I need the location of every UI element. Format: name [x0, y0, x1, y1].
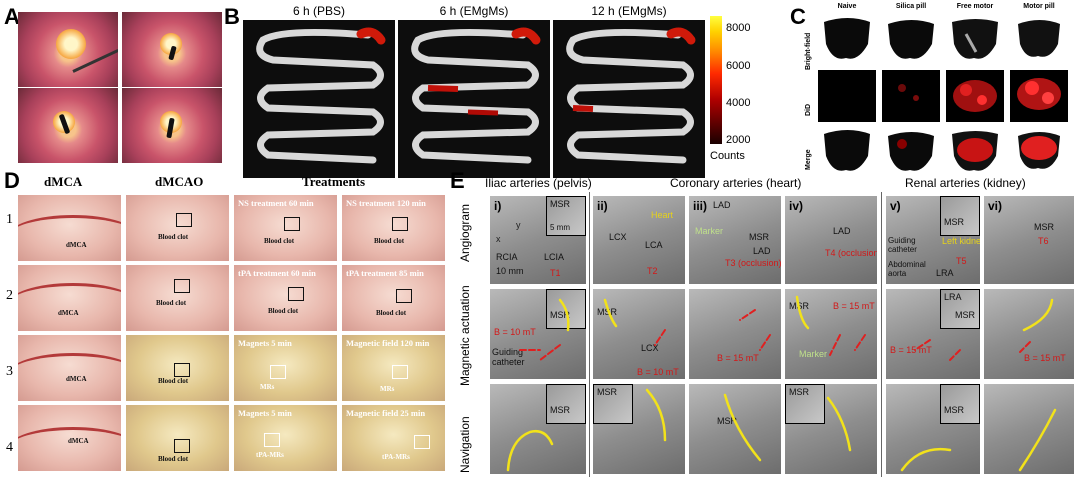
angiogram-iii: iii) LAD Marker MSR LAD T3 (occlusion): [689, 196, 781, 284]
navigation-i: MSR: [490, 384, 586, 474]
colorbar-tick-8000: 8000: [726, 22, 751, 34]
angiogram-v: v) MSR Guiding catheter Left kidney T5 A…: [886, 196, 980, 284]
colorbar-unit: Counts: [710, 150, 745, 162]
tissue-merge-motor-pill: [1010, 126, 1068, 178]
dmca-image-2: dMCA: [18, 265, 121, 331]
panel-c-row-did: DiD: [805, 103, 812, 116]
panel-b-title-1: 6 h (PBS): [292, 4, 346, 18]
panel-e-row-navigation: Navigation: [458, 416, 472, 473]
tissue-brightfield-silica: [882, 14, 940, 66]
tissue-merge-silica: [882, 126, 940, 178]
actuation-iv: MSR B = 15 mT Marker: [785, 289, 877, 379]
tissue-merge-naive: [818, 126, 876, 178]
eye-image-4: [122, 88, 222, 163]
treatment-image-2a: tPA treatment 60 min Blood clot: [234, 265, 337, 331]
panel-e-row-actuation: Magnetic actuation: [458, 285, 472, 386]
panel-c-row-brightfield: Bright-field: [805, 32, 812, 70]
dmcao-image-2: Blood clot: [126, 265, 229, 331]
actuation-v: LRA MSR B = 15 mT: [886, 289, 980, 379]
panel-b-label: B: [224, 4, 240, 29]
navigation-vi: [984, 384, 1074, 474]
intestine-image-emgms-12h: [553, 20, 705, 178]
panel-d-row-4: 4: [6, 440, 13, 455]
eye-image-3: [18, 88, 118, 163]
intestine-image-pbs-6h: [243, 20, 395, 178]
colorbar-tick-6000: 6000: [726, 60, 751, 72]
panel-b-title-2: 6 h (EMgMs): [439, 4, 509, 18]
eye-image-2: [122, 12, 222, 87]
panel-e-row-angiogram: Angiogram: [458, 203, 472, 262]
treatment-image-4a: Magnets 5 min tPA-MRs: [234, 405, 337, 471]
treatment-image-2b: tPA treatment 85 min Blood clot: [342, 265, 445, 331]
panel-c-col-silica: Silica pill: [895, 3, 927, 10]
tissue-did-naive: [818, 70, 876, 122]
panel-c-col-motor-pill: Motor pill: [1023, 3, 1055, 10]
panel-e-separator-1: [589, 192, 590, 477]
panel-b-title-3: 12 h (EMgMs): [591, 4, 667, 18]
colorbar: [710, 16, 722, 144]
panel-d-header-treatments: Treatments: [302, 174, 366, 189]
tissue-did-motor-pill: [1010, 70, 1068, 122]
panel-e-separator-2: [881, 192, 882, 477]
treatment-image-3b: Magnetic field 120 min MRs: [342, 335, 445, 401]
actuation-iii: B = 15 mT: [689, 289, 781, 379]
navigation-iii: MSR: [689, 384, 781, 474]
panel-c-row-merge: Merge: [805, 149, 812, 170]
tissue-did-silica: [882, 70, 940, 122]
dmca-image-4: dMCA: [18, 405, 121, 471]
intestine-image-emgms-6h: [398, 20, 550, 178]
dmca-image-3: dMCA: [18, 335, 121, 401]
panel-d-row-2: 2: [6, 288, 13, 303]
treatment-image-1a: NS treatment 60 min Blood clot: [234, 195, 337, 261]
colorbar-tick-2000: 2000: [726, 134, 751, 146]
dmcao-image-1: Blood clot: [126, 195, 229, 261]
tissue-brightfield-free-motor: [946, 14, 1004, 66]
dmcao-image-3: Blood clot: [126, 335, 229, 401]
panel-d-header-dmcao: dMCAO: [155, 174, 204, 189]
panel-e-label: E: [450, 168, 465, 193]
tissue-brightfield-motor-pill: [1010, 14, 1068, 66]
angiogram-vi: vi) MSR T6: [984, 196, 1074, 284]
navigation-iv: MSR: [785, 384, 877, 474]
panel-e-header-iliac: Iliac arteries (pelvis): [485, 176, 592, 190]
treatment-image-1b: NS treatment 120 min Blood clot: [342, 195, 445, 261]
navigation-ii: MSR: [593, 384, 685, 474]
actuation-vi: B = 15 mT: [984, 289, 1074, 379]
panel-e-header-renal: Renal arteries (kidney): [905, 176, 1026, 190]
angiogram-i: MSR 5 mm i) RCIA LCIA 10 mm T1 x y: [490, 196, 586, 284]
treatment-image-3a: Magnets 5 min MRs: [234, 335, 337, 401]
angiogram-iv: iv) LAD T4 (occlusion): [785, 196, 877, 284]
colorbar-tick-4000: 4000: [726, 97, 751, 109]
tissue-merge-free-motor: [946, 126, 1004, 178]
panel-c-label: C: [790, 4, 806, 29]
actuation-i: MSR B = 10 mT Guiding catheter: [490, 289, 586, 379]
tissue-brightfield-naive: [818, 14, 876, 66]
panel-d-row-1: 1: [6, 212, 13, 227]
navigation-v: MSR: [886, 384, 980, 474]
treatment-image-4b: Magnetic field 25 min tPA-MRs: [342, 405, 445, 471]
eye-image-1: [18, 12, 118, 87]
panel-c-col-naive: Naive: [837, 3, 857, 10]
dmcao-image-4: Blood clot: [126, 405, 229, 471]
tissue-did-free-motor: [946, 70, 1004, 122]
panel-d-row-3: 3: [6, 364, 13, 379]
panel-e-header-coronary: Coronary arteries (heart): [670, 176, 802, 190]
panel-a-label: A: [4, 4, 20, 29]
actuation-ii: MSR LCX B = 10 mT: [593, 289, 685, 379]
panel-c-col-free-motor: Free motor: [956, 3, 994, 10]
dmca-image-1: dMCA: [18, 195, 121, 261]
panel-d-label: D: [4, 168, 20, 193]
angiogram-ii: ii) LCX LCA Heart T2: [593, 196, 685, 284]
panel-d-header-dmca: dMCA: [44, 174, 83, 189]
